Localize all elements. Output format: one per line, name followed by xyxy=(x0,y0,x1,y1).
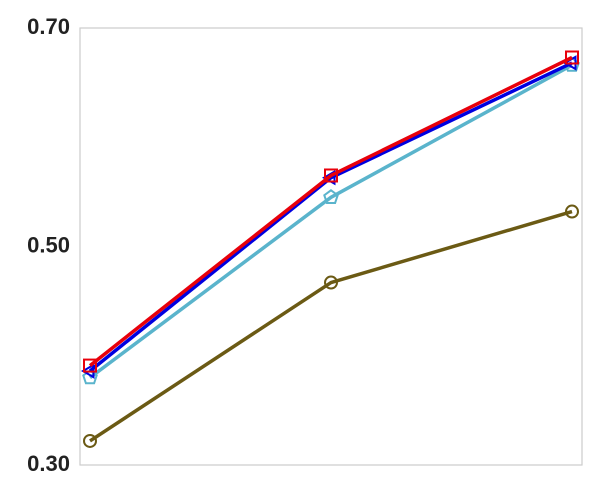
y-tick-label: 0.30 xyxy=(27,451,70,476)
marker xyxy=(82,369,98,385)
marker xyxy=(565,204,579,219)
series-line xyxy=(88,55,573,367)
marker xyxy=(83,358,97,373)
marker xyxy=(324,168,338,183)
marker xyxy=(323,189,339,204)
series-line xyxy=(88,63,573,380)
y-tick-label: 0.70 xyxy=(27,14,70,39)
marker xyxy=(324,275,338,290)
marker xyxy=(565,50,579,65)
marker xyxy=(83,433,97,448)
y-tick-label: 0.50 xyxy=(27,232,70,257)
series-line xyxy=(89,209,573,443)
plot-frame xyxy=(79,27,583,466)
